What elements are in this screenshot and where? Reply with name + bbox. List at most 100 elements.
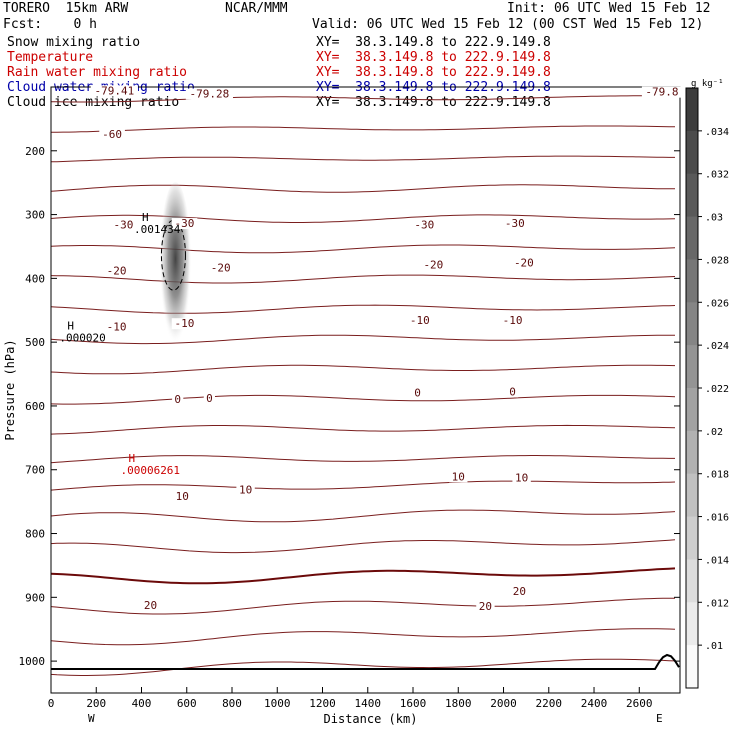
temperature-contour-label: -20 (107, 264, 127, 277)
contour-label-bg (407, 315, 433, 327)
temperature-contour-label: 0 (174, 393, 181, 406)
contour-label-bg (171, 218, 198, 230)
temperature-contour-label: -30 (175, 217, 195, 230)
colorbar-label: .014 (705, 555, 729, 566)
field-temp-name: Temperature (7, 50, 94, 65)
extremum-mark: H (67, 319, 74, 332)
colorbar-swatch (686, 516, 698, 560)
model-title: TORERO 15km ARW (3, 1, 129, 16)
x-tick-label: 2200 (536, 697, 563, 710)
x-tick-label: 1800 (445, 697, 472, 710)
contour-label-bg (173, 491, 192, 503)
isotherm-line (50, 155, 675, 163)
y-tick-label: 400 (25, 272, 45, 285)
contour-label-bg (411, 219, 438, 231)
valid-time: Valid: 06 UTC Wed 15 Feb 12 (00 CST Wed … (312, 17, 704, 32)
colorbar-label: .022 (705, 384, 729, 395)
contour-label-bg (502, 218, 528, 230)
contour-label-bg (110, 219, 137, 231)
contour-label-bg (141, 600, 160, 612)
temperature-contour-label: -79.28 (190, 88, 230, 101)
temperature-contour-label: -30 (414, 218, 434, 231)
contour-label-bg (506, 386, 519, 398)
x-tick-label: 200 (86, 697, 106, 710)
isotherm-line (50, 455, 675, 464)
x-tick-label: 800 (222, 697, 242, 710)
temperature-contour-label: 10 (452, 470, 465, 483)
isotherm-line (50, 480, 676, 491)
colorbar-label: .034 (705, 127, 729, 138)
temperature-contour-label: -20 (211, 262, 231, 275)
temperature-contour-label: -10 (503, 314, 523, 327)
temperature-contour-label: -10 (175, 317, 195, 330)
x-tick-label: 1000 (264, 697, 291, 710)
contour-label-bg (512, 472, 531, 484)
temperature-contour-label: 20 (513, 585, 526, 598)
colorbar-label: .012 (705, 598, 729, 609)
isotherm-line (50, 334, 675, 345)
temperature-contour-label: 0 (509, 385, 516, 398)
contour-label-bg (207, 262, 234, 274)
temperature-contour-label: 0 (206, 392, 213, 405)
colorbar-label: .016 (705, 513, 729, 524)
x-tick-label: 2600 (626, 697, 653, 710)
colorbar-swatch (686, 388, 698, 432)
extremum-mark: H (128, 452, 135, 465)
y-tick-label: 600 (25, 400, 45, 413)
x-tick-label: 1400 (355, 697, 382, 710)
y-axis-label: Pressure (hPa) (3, 339, 17, 440)
contour-label-bg (420, 259, 447, 271)
x-tick-label: 2400 (581, 697, 608, 710)
colorbar-swatch (686, 216, 698, 260)
colorbar-label: .028 (705, 255, 729, 266)
extremum-value: .001434 (134, 223, 181, 236)
isotherm-line (50, 364, 676, 375)
colorbar-swatch (686, 345, 698, 389)
isotherm-line (50, 394, 676, 405)
contour-label-bg (203, 392, 215, 404)
contour-label-bg (499, 315, 526, 327)
extremum-value: .00006261 (120, 464, 180, 477)
colorbar-label: .03 (705, 213, 723, 224)
temperature-contour-label: 10 (515, 472, 528, 485)
colorbar-label: .01 (705, 641, 723, 652)
temperature-contour-label: -20 (423, 259, 443, 272)
contour-label-bg (236, 484, 255, 496)
temperature-contour-label: -10 (410, 314, 430, 327)
colorbar-label: .026 (705, 298, 729, 309)
contour-label-bg (185, 88, 233, 100)
temperature-contour-label: -30 (505, 217, 525, 230)
contour-labels: -79.41 -79.28 -79.8 -60 -30 -30 -30 -30 -20 -20 -2… (59, 84, 682, 613)
field-cloudice-name: Cloud ice mixing ratio (7, 95, 180, 110)
temperature-contour-label: -20 (514, 257, 534, 270)
west-end-label: W (88, 712, 95, 725)
isotherm-line (50, 95, 676, 103)
temperature-contour-label: -30 (113, 218, 133, 231)
isotherm-line (50, 597, 675, 615)
contour-label-bg (511, 257, 537, 269)
isotherm-line (50, 509, 676, 523)
y-tick-label: 700 (25, 464, 45, 477)
contour-label-bg (510, 586, 529, 598)
x-tick-label: 1200 (309, 697, 336, 710)
contour-label-bg (172, 394, 184, 406)
isotherm-line (50, 567, 676, 585)
x-tick-label: 0 (48, 697, 55, 710)
colorbar-unit: g kg⁻¹ (691, 79, 724, 89)
isotherm-line (50, 214, 676, 223)
isotherm-line (50, 539, 676, 554)
field-snow-name: Snow mixing ratio (7, 35, 141, 50)
colorbar-swatch (686, 473, 698, 518)
extremum-mark: H (142, 211, 149, 224)
colorbar-swatch (686, 173, 698, 218)
isotherm-line (50, 184, 675, 193)
colorbar-label: .032 (705, 170, 729, 181)
east-end-label: E (656, 712, 663, 725)
temperature-contour-label: -60 (102, 128, 122, 141)
temperature-contour-label: 10 (239, 484, 252, 497)
colorbar-swatch (686, 559, 698, 603)
isotherm-line (50, 424, 676, 435)
y-tick-label: 300 (25, 209, 45, 222)
